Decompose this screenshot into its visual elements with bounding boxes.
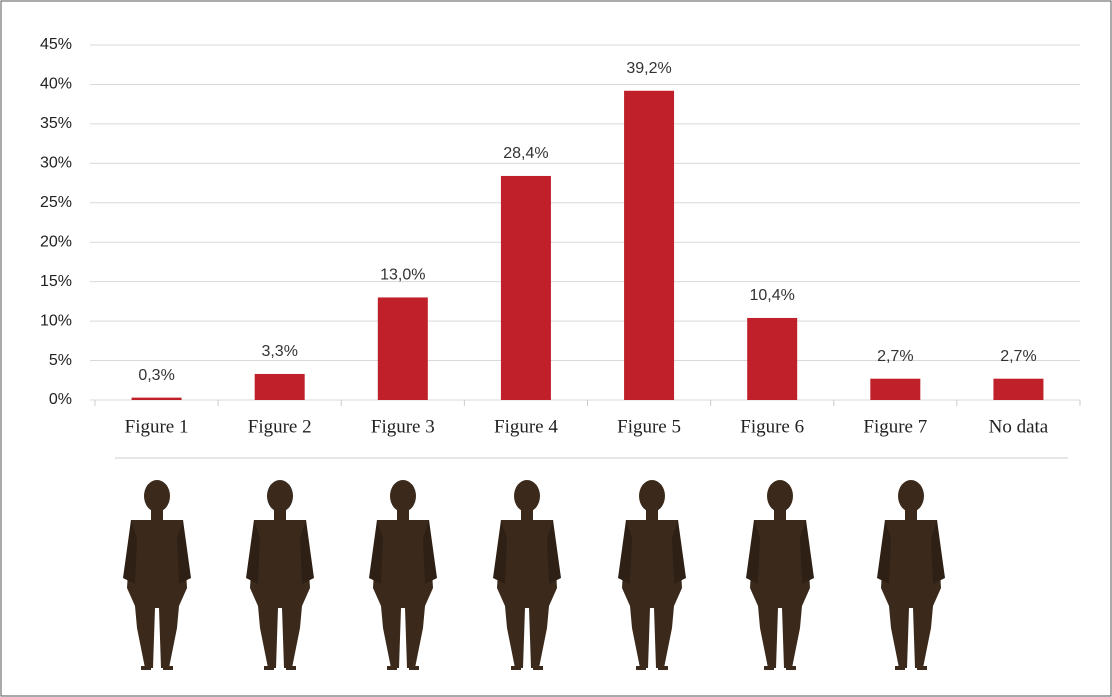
silhouettes bbox=[123, 480, 945, 670]
value-label: 39,2% bbox=[626, 60, 671, 77]
y-tick-label: 15% bbox=[40, 273, 72, 290]
value-label: 2,7% bbox=[1000, 348, 1036, 365]
y-tick-label: 20% bbox=[40, 233, 72, 250]
value-label: 28,4% bbox=[503, 145, 548, 162]
value-label: 13,0% bbox=[380, 267, 425, 284]
bar bbox=[993, 378, 1044, 400]
y-tick-label: 45% bbox=[40, 36, 72, 53]
silhouette bbox=[123, 480, 191, 670]
y-tick-label: 30% bbox=[40, 155, 72, 172]
value-label: 2,7% bbox=[877, 348, 913, 365]
bar bbox=[870, 378, 921, 400]
y-tick-label: 40% bbox=[40, 76, 72, 93]
bar bbox=[624, 90, 675, 400]
silhouette bbox=[369, 480, 437, 670]
silhouette bbox=[746, 480, 814, 670]
x-tick-label: Figure 7 bbox=[863, 416, 927, 437]
x-tick-label: Figure 2 bbox=[248, 416, 312, 437]
bar bbox=[500, 175, 551, 400]
bar bbox=[377, 297, 428, 400]
y-tick-label: 5% bbox=[49, 352, 72, 369]
value-label: 10,4% bbox=[750, 287, 795, 304]
y-tick-label: 10% bbox=[40, 312, 72, 329]
silhouette bbox=[246, 480, 314, 670]
x-tick-label: Figure 5 bbox=[617, 416, 681, 437]
bar bbox=[747, 317, 798, 400]
value-label: 0,3% bbox=[138, 367, 174, 384]
x-tick-label: No data bbox=[989, 416, 1049, 437]
x-tick-label: Figure 4 bbox=[494, 416, 558, 437]
y-tick-label: 25% bbox=[40, 194, 72, 211]
x-tick-label: Figure 1 bbox=[125, 416, 189, 437]
bar bbox=[254, 373, 305, 400]
bar bbox=[131, 397, 182, 400]
x-tick-label: Figure 3 bbox=[371, 416, 435, 437]
value-label: 3,3% bbox=[261, 343, 297, 360]
silhouette bbox=[877, 480, 945, 670]
silhouette bbox=[618, 480, 686, 670]
silhouette bbox=[493, 480, 561, 670]
x-tick-label: Figure 6 bbox=[740, 416, 804, 437]
y-tick-label: 35% bbox=[40, 115, 72, 132]
y-tick-label: 0% bbox=[49, 391, 72, 408]
